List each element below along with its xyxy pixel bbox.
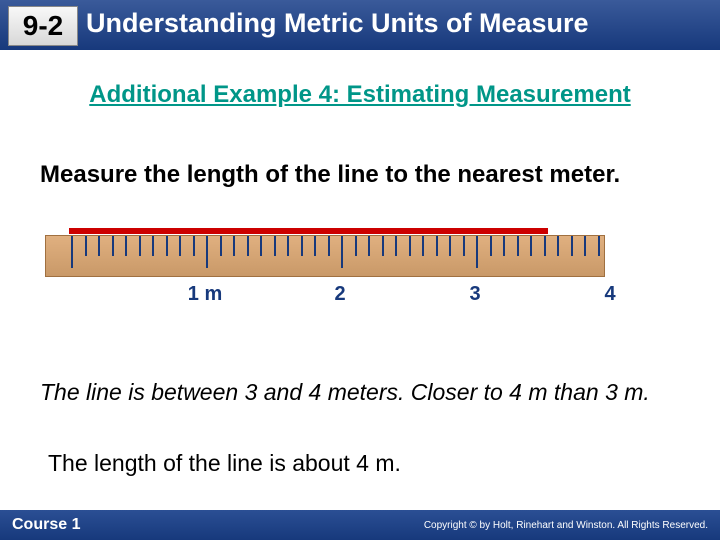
course-label: Course 1 [12, 516, 80, 534]
ruler-tick-minor [98, 236, 100, 256]
ruler-tick-minor [490, 236, 492, 256]
ruler-tick-minor [125, 236, 127, 256]
ruler-tick-minor [395, 236, 397, 256]
ruler-tick-minor [409, 236, 411, 256]
ruler-tick-minor [314, 236, 316, 256]
section-number: 9-2 [23, 10, 63, 42]
ruler-tick-major [476, 236, 478, 268]
ruler-tick-minor [382, 236, 384, 256]
ruler-tick-minor [287, 236, 289, 256]
ruler-tick-minor [328, 236, 330, 256]
ruler-label: 2 [334, 283, 345, 306]
ruler-label: 4 [604, 283, 615, 306]
ruler-tick-minor [449, 236, 451, 256]
ruler-tick-minor [193, 236, 195, 256]
example-subtitle: Additional Example 4: Estimating Measure… [0, 80, 720, 110]
ruler-tick-minor [544, 236, 546, 256]
ruler-tick-minor [598, 236, 600, 256]
instruction-text: Measure the length of the line to the ne… [40, 160, 680, 190]
header-title: Understanding Metric Units of Measure [86, 8, 589, 39]
ruler-tick-minor [301, 236, 303, 256]
ruler-tick-major [71, 236, 73, 268]
ruler-tick-minor [557, 236, 559, 256]
ruler-tick-minor [530, 236, 532, 256]
explanation-text: The line is between 3 and 4 meters. Clos… [40, 378, 680, 407]
footer-bar: Course 1 Copyright © by Holt, Rinehart a… [0, 510, 720, 540]
ruler-tick-minor [260, 236, 262, 256]
header-bar: 9-2 Understanding Metric Units of Measur… [0, 0, 720, 50]
ruler-tick-major [206, 236, 208, 268]
ruler-tick-minor [463, 236, 465, 256]
ruler-tick-minor [274, 236, 276, 256]
conclusion-text: The length of the line is about 4 m. [48, 450, 688, 477]
ruler-body [45, 235, 605, 277]
ruler-tick-minor [517, 236, 519, 256]
ruler-tick-minor [368, 236, 370, 256]
ruler-tick-major [341, 236, 343, 268]
ruler-tick-minor [422, 236, 424, 256]
ruler-tick-minor [152, 236, 154, 256]
ruler-tick-minor [85, 236, 87, 256]
ruler-tick-minor [571, 236, 573, 256]
ruler-tick-minor [436, 236, 438, 256]
ruler-tick-minor [233, 236, 235, 256]
ruler-label: 3 [469, 283, 480, 306]
ruler-tick-minor [355, 236, 357, 256]
section-badge: 9-2 [8, 6, 78, 46]
ruler-tick-minor [584, 236, 586, 256]
ruler-tick-minor [179, 236, 181, 256]
ruler-tick-minor [166, 236, 168, 256]
ruler-tick-minor [220, 236, 222, 256]
measured-line [69, 228, 548, 234]
ruler-tick-minor [112, 236, 114, 256]
copyright-text: Copyright © by Holt, Rinehart and Winsto… [424, 520, 708, 531]
ruler-tick-minor [503, 236, 505, 256]
ruler-label: 1 m [188, 283, 222, 306]
ruler-tick-minor [247, 236, 249, 256]
ruler-tick-minor [139, 236, 141, 256]
ruler-diagram: 1 m234 [45, 235, 605, 277]
